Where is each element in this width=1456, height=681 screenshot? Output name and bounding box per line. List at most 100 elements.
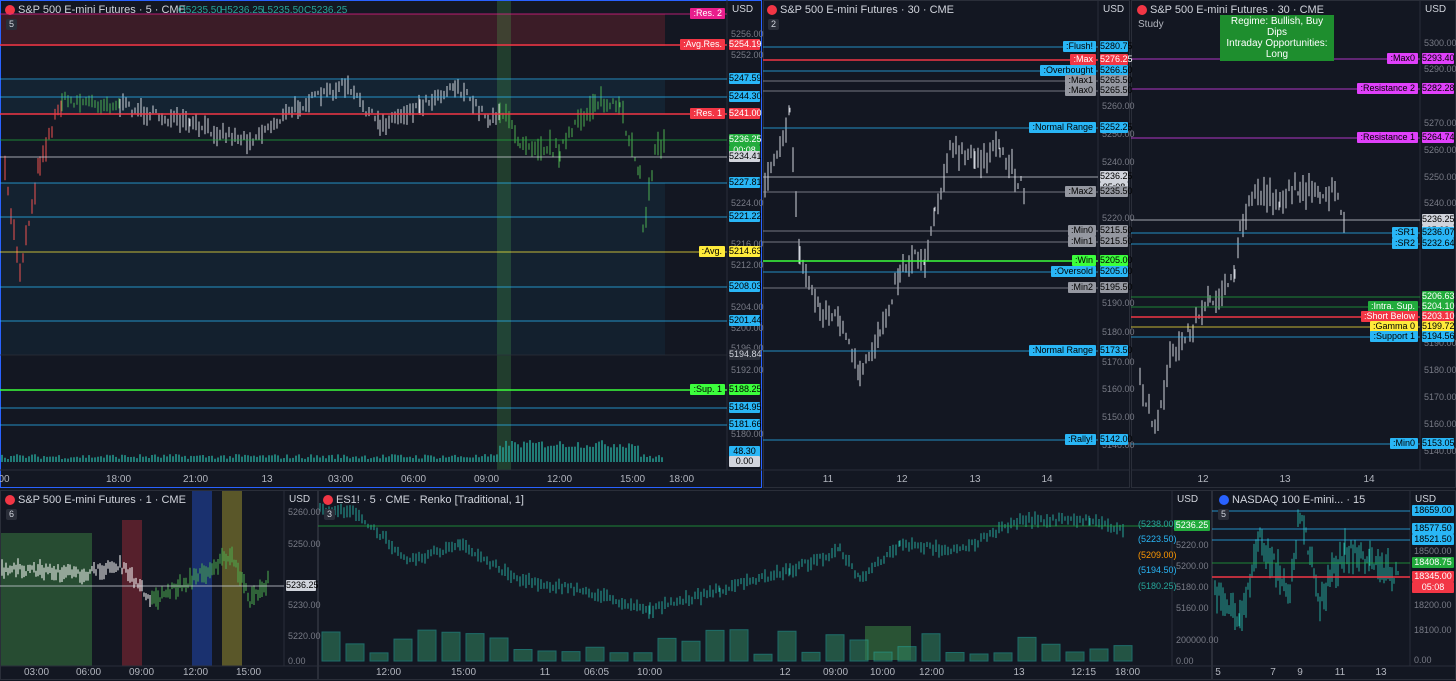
price-label: 5204.10	[1422, 301, 1455, 312]
price-tick: 5180.00	[1102, 327, 1135, 337]
level-tag: :Avg.Res.	[680, 39, 725, 50]
price-tick: 5140.00	[1102, 440, 1135, 450]
panel-frame	[318, 490, 1212, 680]
price-tick: 5190.00	[1102, 298, 1135, 308]
panel-title: NASDAQ 100 E-mini... · 15	[1232, 494, 1366, 506]
price-tick: 5160.00	[1424, 419, 1456, 429]
time-tick: 15:00	[451, 667, 477, 678]
price-tick: 5190.00	[1424, 338, 1456, 348]
regime-text: Intraday Opportunities: Long	[1226, 38, 1328, 60]
price-tick: 5224.00	[731, 198, 764, 208]
level-tag: :Max0	[1387, 53, 1418, 64]
symbol-logo	[5, 5, 15, 15]
shaded-zone	[0, 14, 665, 46]
level-tag: :Min0	[1067, 225, 1096, 236]
currency-label: USD	[289, 494, 311, 505]
panel-title: ES1! · 5 · CME · Renko [Traditional, 1]	[336, 494, 524, 506]
level-tag: :Res. 1	[690, 108, 725, 119]
panel-title: S&P 500 E-mini Futures · 1 · CME	[18, 494, 186, 506]
bar-countdown: 00:08	[729, 145, 760, 156]
price-tick: 5200.00	[1176, 561, 1209, 571]
volume-bars	[1, 440, 663, 462]
price-bars	[1214, 509, 1399, 631]
price-tick: 5270.00	[1424, 118, 1456, 128]
price-label: 18408.75	[1412, 557, 1454, 568]
level-tag: :Max1	[1065, 75, 1096, 86]
time-tick: 18:00	[106, 474, 132, 485]
price-label: 5181.66	[729, 419, 762, 430]
level-tag: :Flush!	[1062, 41, 1096, 52]
price-tick: 0.00	[1414, 655, 1432, 665]
price-tick: 5140.00	[1424, 446, 1456, 456]
time-tick: 03:00	[328, 474, 354, 485]
ohlc-value: H5236.25	[220, 5, 264, 16]
price-label: 5188.25	[729, 384, 762, 395]
price-tick: 0.00	[288, 656, 306, 666]
price-tick: 5240.00	[1424, 198, 1456, 208]
price-label: 5153.05	[1422, 438, 1455, 449]
price-tick: 5250.00	[288, 539, 321, 549]
time-tick: 10:00	[637, 667, 663, 678]
time-tick: 21:00	[183, 474, 209, 485]
ohlc-value: L5235.50	[262, 5, 304, 16]
time-tick: 15:00	[236, 667, 262, 678]
price-tick: 5300.00	[1424, 38, 1456, 48]
panel-title: S&P 500 E-mini Futures · 30 · CME	[1150, 4, 1325, 16]
level-tag: :Max0	[1065, 85, 1096, 96]
time-tick: 12:00	[919, 667, 945, 678]
price-label: 5221.22	[729, 211, 762, 222]
price-label: 5247.59	[729, 73, 762, 84]
level-tag: :Max2	[1065, 186, 1096, 197]
price-tick: 5250.00	[1102, 129, 1135, 139]
level-tag: :Max	[1070, 54, 1096, 65]
panel-title: S&P 500 E-mini Futures · 30 · CME	[780, 4, 955, 16]
panel-title: S&P 500 E-mini Futures · 5 · CME	[18, 4, 186, 16]
price-tick: 5216.00	[731, 239, 764, 249]
price-label: 5241.00	[729, 108, 762, 119]
time-tick: 12:15	[1071, 667, 1097, 678]
level-tag: :Min0	[1389, 438, 1418, 449]
price-label: 18521.50	[1412, 534, 1454, 545]
price-label: 5293.40	[1422, 53, 1455, 64]
price-bars	[1139, 172, 1345, 434]
level-tag: :Min2	[1067, 282, 1096, 293]
study-label: Study	[1138, 19, 1164, 30]
price-tick: 5170.00	[1102, 357, 1135, 367]
indicator-count: 5	[1218, 509, 1230, 520]
level-tag: :Avg.	[698, 246, 725, 257]
currency-label: USD	[1415, 494, 1437, 505]
price-label: 18345.00	[1412, 571, 1454, 582]
shaded-zone	[222, 490, 242, 666]
price-label: 5173.50	[1100, 345, 1133, 356]
price-label: 5215.50	[1100, 236, 1133, 247]
price-label: 5215.50	[1100, 225, 1133, 236]
level-tag: :Oversold	[1051, 266, 1096, 277]
time-tick: 13	[261, 474, 273, 485]
indicator-count: 3	[324, 509, 336, 520]
price-tick: 5250.00	[1424, 172, 1456, 182]
level-note: (5223.50)	[1138, 534, 1177, 544]
time-tick: 14	[1041, 474, 1053, 485]
price-label: 5266.50	[1100, 65, 1133, 76]
time-tick: 11	[822, 474, 834, 485]
time-tick: 11	[1334, 667, 1346, 678]
price-tick: 5180.00	[1176, 582, 1209, 592]
level-note: (5180.25)	[1138, 581, 1177, 591]
shaded-zone	[122, 520, 142, 666]
price-label: 5208.03	[729, 281, 762, 292]
time-tick: 09:00	[474, 474, 500, 485]
price-bars	[119, 75, 500, 155]
symbol-logo	[1137, 5, 1147, 15]
time-tick: 10:00	[870, 667, 896, 678]
time-tick: 06:00	[401, 474, 427, 485]
time-tick: 18:00	[669, 474, 695, 485]
ohlc-value: O5235.50	[178, 5, 222, 16]
time-tick: 12	[1197, 474, 1209, 485]
price-tick: 5180.00	[1424, 365, 1456, 375]
time-tick: 12:00	[547, 474, 573, 485]
level-tag: :Min1	[1067, 236, 1096, 247]
price-tick: 5150.00	[1102, 412, 1135, 422]
price-bars	[1, 555, 151, 607]
shaded-zone	[497, 0, 511, 470]
